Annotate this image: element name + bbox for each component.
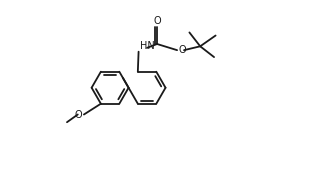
Text: O: O	[179, 45, 186, 55]
Text: O: O	[153, 16, 161, 26]
Text: O: O	[75, 109, 82, 119]
Text: HN: HN	[140, 41, 155, 51]
